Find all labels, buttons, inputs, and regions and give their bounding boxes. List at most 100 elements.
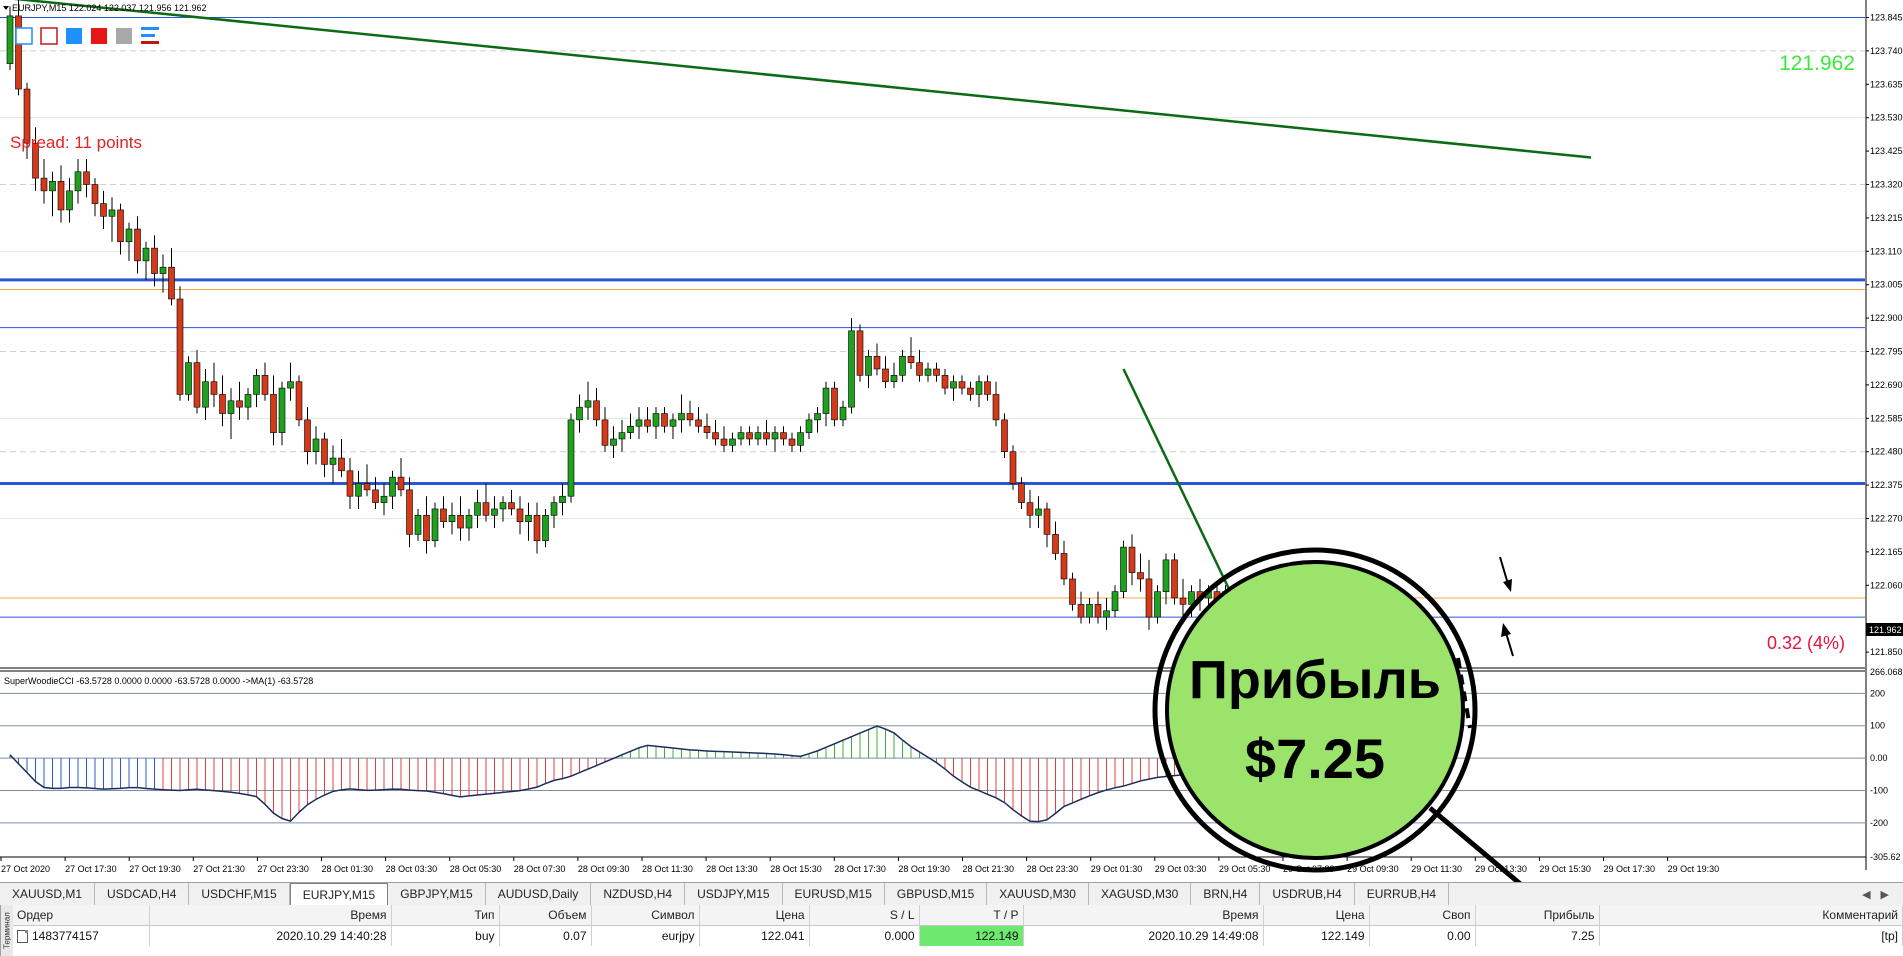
chart-tab[interactable]: GBPUSD,M15 <box>885 883 988 905</box>
candle <box>873 343 881 376</box>
palette-blue-fill-icon[interactable] <box>66 28 82 44</box>
candle <box>882 356 889 389</box>
object-palette[interactable] <box>15 27 159 45</box>
candle <box>142 241 150 280</box>
price-tick-label: 122.585 <box>1870 413 1903 423</box>
candle <box>202 368 209 420</box>
palette-gray-fill-icon[interactable] <box>116 28 132 44</box>
orders-column-header[interactable]: Время <box>149 905 392 926</box>
candle <box>1137 553 1144 592</box>
chart-tab[interactable]: XAUUSD,M30 <box>987 883 1089 905</box>
chart-tab[interactable]: NZDUSD,H4 <box>591 883 686 905</box>
order-cell: 7.25 <box>1475 925 1600 946</box>
orders-column-header[interactable]: T / P <box>919 905 1024 926</box>
price-axis: 123.845 123.740 123.635 123.530 123.425 123.3… <box>1866 12 1903 657</box>
chart-tab[interactable]: AUDUSD,Daily <box>486 883 592 905</box>
candle <box>117 203 124 255</box>
palette-red-fill-icon[interactable] <box>91 28 107 44</box>
orders-column-header[interactable]: Объем <box>499 905 592 926</box>
palette-blue-outline-icon[interactable] <box>15 27 33 45</box>
chart-tab[interactable]: XAGUSD,M30 <box>1089 883 1192 905</box>
spread-label: Spread: 11 points <box>10 133 142 152</box>
candle <box>397 458 405 497</box>
chart-tab[interactable]: XAUUSD,M1 <box>0 883 96 905</box>
candle <box>372 477 379 509</box>
candle <box>49 171 56 217</box>
chart-tab[interactable]: BRN,H4 <box>1191 883 1261 905</box>
orders-column-header[interactable]: S / L <box>809 905 920 926</box>
time-tick-label: 28 Oct 01:30 <box>322 864 374 874</box>
candle <box>1103 598 1110 630</box>
time-axis: 27 Oct 2020 27 Oct 17:30 27 Oct 19:30 27 Oc… <box>0 857 1719 874</box>
price-tick-label: 123.740 <box>1870 46 1903 56</box>
exit-arrow-icon <box>1501 623 1514 657</box>
candle <box>516 496 524 535</box>
candle <box>695 407 702 433</box>
candle <box>831 381 838 427</box>
chart-tab[interactable]: USDJPY,M15 <box>685 883 783 905</box>
palette-lines-icon[interactable] <box>141 27 159 44</box>
main-pane-grid <box>0 50 1865 519</box>
candle <box>57 165 65 223</box>
orders-column-header[interactable]: Ордер <box>13 905 150 926</box>
tabs-scroll-left-icon[interactable]: ◀ <box>1862 888 1871 901</box>
candle <box>567 413 575 503</box>
orders-column-header[interactable]: Символ <box>591 905 700 926</box>
orders-column-header[interactable]: Тип <box>391 905 500 926</box>
terminal-side-label[interactable]: Терминал <box>0 905 13 956</box>
time-tick-label: 27 Oct 17:30 <box>65 864 117 874</box>
candle <box>797 426 804 452</box>
candle <box>329 445 337 484</box>
price-tick-label: 122.900 <box>1870 313 1903 323</box>
candle <box>159 254 167 293</box>
candle <box>151 235 158 287</box>
price-tick-label: 122.165 <box>1870 547 1903 557</box>
palette-red-outline-icon[interactable] <box>40 27 58 45</box>
chart-tab[interactable]: EURRUB,H4 <box>1355 883 1450 905</box>
candle <box>720 426 728 452</box>
chart-tab[interactable]: GBPJPY,M15 <box>388 883 486 905</box>
trendline[interactable] <box>10 0 1592 159</box>
candle <box>363 464 371 497</box>
chart-tab[interactable]: USDCAD,H4 <box>95 883 190 905</box>
time-tick-label: 28 Oct 03:30 <box>386 864 438 874</box>
overlay-profit-amount: $7.25 <box>1245 727 1385 790</box>
orders-column-header[interactable]: Своп <box>1369 905 1476 926</box>
candle <box>1009 445 1017 490</box>
orders-column-header[interactable]: Цена <box>699 905 810 926</box>
tabs-scroll-right-icon[interactable]: ▶ <box>1880 888 1889 901</box>
time-tick-label: 28 Oct 11:30 <box>642 864 693 874</box>
candle <box>185 356 192 401</box>
time-tick-label: 28 Oct 21:30 <box>963 864 1015 874</box>
chart-tab[interactable]: USDRUB,H4 <box>1260 883 1355 905</box>
candle <box>601 407 609 452</box>
chart-tab[interactable]: EURUSD,M15 <box>783 883 885 905</box>
chart-tab[interactable]: EURJPY,M15 <box>289 883 389 905</box>
time-tick-label: 27 Oct 19:30 <box>129 864 181 874</box>
candle <box>74 159 82 204</box>
candle <box>1162 553 1170 605</box>
candle <box>91 178 99 217</box>
candle <box>865 349 872 389</box>
trading-chart[interactable]: 123.845 123.740 123.635 123.530 123.425 123.3… <box>0 0 1903 890</box>
candle <box>635 407 643 439</box>
cci-tick-label: -305.62 <box>1870 852 1901 862</box>
candle <box>423 496 430 554</box>
orders-column-header[interactable]: Время <box>1023 905 1264 926</box>
candle <box>525 502 532 541</box>
candle <box>924 362 932 382</box>
orders-column-header[interactable]: Прибыль <box>1475 905 1600 926</box>
candle <box>15 0 22 96</box>
trendline[interactable] <box>1122 368 1244 618</box>
candle <box>270 375 277 446</box>
chart-tab[interactable]: USDCHF,M15 <box>189 883 290 905</box>
orders-column-header[interactable]: Цена <box>1263 905 1370 926</box>
chart-collapse-icon[interactable] <box>3 6 9 10</box>
chart-tabs: XAUUSD,M1 USDCAD,H4 USDCHF,M15 EURJPY,M15 GB… <box>0 882 1903 906</box>
candle <box>933 362 940 382</box>
orders-column-header[interactable]: Комментарий <box>1599 905 1903 926</box>
order-row[interactable]: 1483774157 2020.10.29 14:40:28 buy 0.07 eurj… <box>13 925 1903 946</box>
horizontal-levels <box>0 16 1865 618</box>
profit-overlay: Прибыль $7.25 <box>1152 547 1546 890</box>
candle <box>210 362 218 408</box>
